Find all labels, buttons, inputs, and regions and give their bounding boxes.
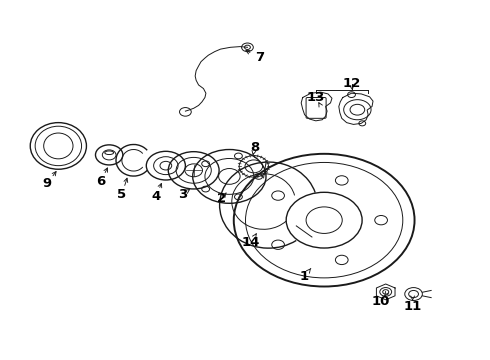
Text: 5: 5 — [117, 188, 126, 201]
Text: 6: 6 — [96, 175, 105, 188]
Text: 13: 13 — [307, 91, 325, 104]
Text: 3: 3 — [178, 188, 187, 201]
Text: 4: 4 — [151, 190, 161, 203]
Text: 8: 8 — [250, 140, 259, 153]
Text: 10: 10 — [371, 295, 390, 308]
Text: 2: 2 — [217, 192, 226, 205]
Text: 9: 9 — [43, 177, 51, 190]
Text: 11: 11 — [403, 300, 422, 313]
Text: 1: 1 — [300, 270, 309, 283]
Text: 7: 7 — [255, 51, 264, 64]
Text: 14: 14 — [242, 236, 260, 249]
Text: 12: 12 — [343, 77, 361, 90]
